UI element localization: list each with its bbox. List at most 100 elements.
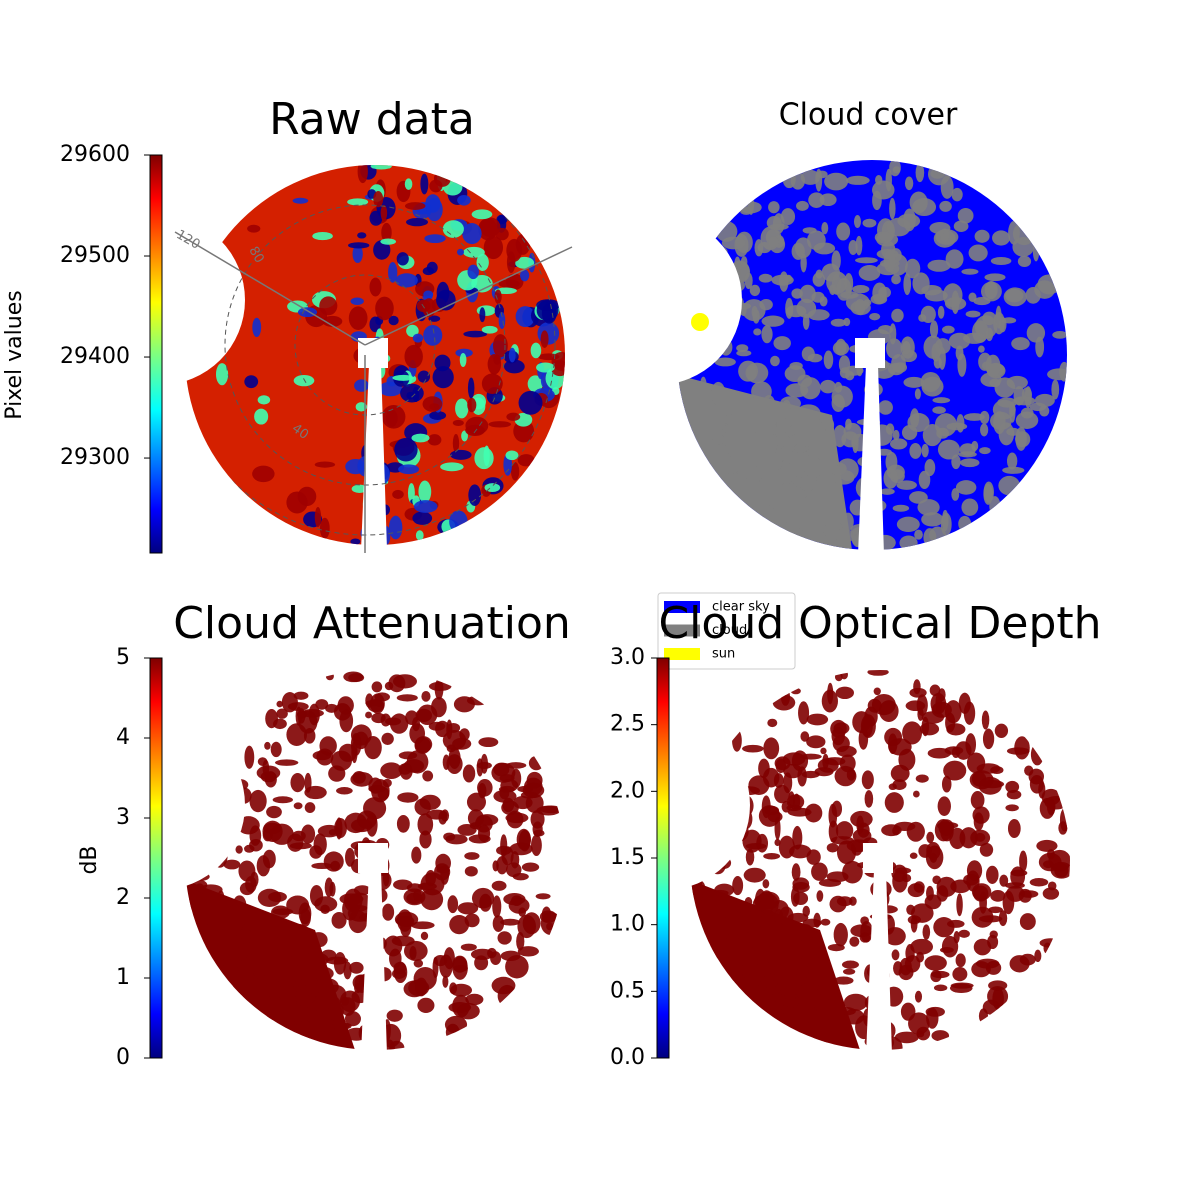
texture-blob [493,789,517,803]
texture-blob [481,373,503,394]
texture-blob [767,718,778,728]
polar-axis [364,246,573,346]
arm-mask [858,365,884,555]
texture-blob [815,474,839,484]
colorbar [656,657,670,1059]
texture-blob [334,817,347,839]
texture-blob [990,411,1012,430]
sky-image [75,670,565,1055]
texture-blob [249,838,263,852]
texture-blob [959,827,978,849]
texture-blob [781,444,793,466]
texture-blob [974,229,990,243]
colorbar-tick-label: 2 [116,885,130,910]
texture-blob [899,535,918,550]
texture-blob [380,762,403,779]
texture-blob [388,315,399,326]
texture-blob [732,875,744,896]
texture-blob [450,983,473,997]
texture-blob [299,1019,312,1042]
texture-blob [973,938,992,956]
texture-blob [1029,878,1049,887]
arm-mask [866,870,892,1055]
colorbar-label: Pixel values [2,290,27,419]
texture-blob [834,672,843,682]
texture-blob [411,433,430,443]
texture-blob [854,299,866,316]
texture-blob [855,257,878,264]
texture-blob [877,325,894,335]
texture-blob [293,802,303,810]
texture-blob [382,903,395,921]
texture-blob [427,434,442,446]
texture-blob [431,696,447,718]
texture-blob [369,210,383,226]
texture-blob [331,1022,350,1030]
texture-blob [417,370,431,383]
texture-blob [369,277,382,297]
texture-blob [275,985,297,1001]
texture-blob [400,383,424,403]
texture-blob [909,443,922,459]
texture-blob [732,729,742,752]
texture-blob [406,324,419,338]
texture-blob [829,462,847,476]
texture-blob [990,890,1006,902]
texture-blob [468,484,482,506]
texture-blob [894,821,916,831]
center-mask [358,843,388,873]
texture-blob [891,864,908,883]
texture-blob [331,911,347,929]
texture-blob [410,921,435,930]
texture-blob [476,253,489,272]
texture-blob [333,1033,345,1043]
texture-blob [508,347,516,363]
texture-blob [467,397,477,413]
texture-blob [467,809,484,827]
texture-blob [476,758,484,777]
texture-blob [348,306,368,330]
texture-blob [406,217,429,227]
texture-blob [244,375,259,389]
texture-blob [781,919,799,942]
texture-blob [314,461,336,468]
texture-blob [510,851,520,869]
texture-blob [426,198,443,222]
texture-blob [325,703,339,713]
texture-blob [368,785,386,793]
texture-blob [404,178,413,190]
texture-blob [510,462,520,481]
texture-blob [413,966,437,991]
texture-blob [891,354,906,373]
texture-blob [1019,850,1028,873]
texture-blob [978,345,985,353]
texture-blob [801,982,819,992]
texture-blob [297,708,306,724]
texture-blob [340,996,350,1006]
texture-blob [849,936,860,947]
texture-blob [1019,953,1036,966]
texture-blob [740,304,747,317]
texture-blob [283,967,297,989]
texture-blob [710,386,727,393]
center-mask [855,338,885,368]
texture-blob [1037,274,1062,295]
texture-blob [950,982,974,989]
colorbar-tick-label: 0 [116,1045,130,1070]
texture-blob [493,334,508,358]
texture-blob [802,918,822,928]
texture-blob [841,960,859,969]
texture-blob [951,488,960,501]
texture-blob [1006,885,1025,902]
texture-blob [746,365,757,381]
texture-blob [822,753,829,770]
texture-blob [914,529,923,540]
texture-blob [896,480,917,490]
texture-blob [884,792,904,813]
texture-blob [305,951,325,966]
texture-blob [518,829,531,852]
texture-blob [491,976,516,995]
texture-blob [442,754,450,770]
texture-blob [904,258,921,279]
texture-blob [725,915,732,924]
